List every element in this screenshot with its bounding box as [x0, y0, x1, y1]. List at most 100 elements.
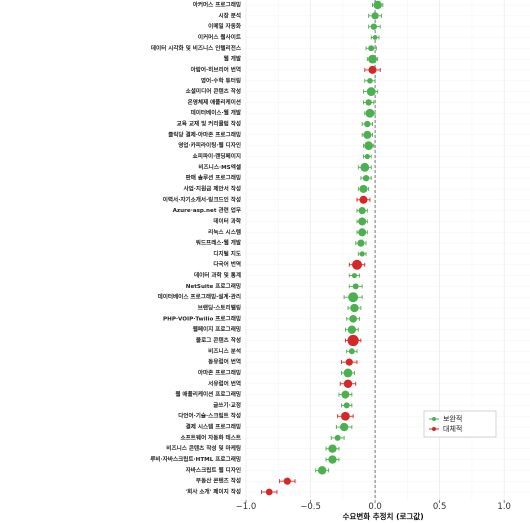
point-marker [349, 315, 357, 323]
x-axis-title: 수요변화 추정치 (로그값) [343, 511, 424, 521]
category-label: 교육 교재 및 커리큘럼 작성 [177, 120, 241, 128]
point-marker [362, 174, 370, 182]
data-point [360, 174, 372, 182]
data-point [341, 402, 353, 409]
data-point [363, 99, 375, 106]
legend-label: 대체적 [443, 424, 462, 433]
category-label: 영어·수학 튜터링 [201, 76, 241, 84]
category-label: 소프트웨어 자동화 테스트 [180, 433, 241, 441]
data-point [337, 411, 354, 421]
category-label: 이커머스 웹사이트 [198, 33, 241, 41]
point-marker [371, 12, 379, 20]
point-marker [368, 54, 377, 64]
data-point [347, 303, 362, 313]
x-tick-label: 0.5 [433, 502, 447, 512]
category-label: 비즈니스·MS엑셀 [198, 163, 241, 171]
category-label: 브랜딩·스토리텔링 [198, 304, 241, 312]
point-marker [366, 87, 376, 96]
category-label: Azure·asp.net 관련 업무 [173, 206, 241, 214]
data-point [348, 272, 361, 279]
data-point [361, 130, 373, 139]
data-point [363, 141, 375, 151]
point-marker [350, 303, 359, 313]
category-label: 루비·자바스크립트·HTML 프로그래밍 [150, 455, 241, 463]
point-marker [372, 35, 378, 40]
point-marker [343, 368, 353, 378]
category-label: 블로그 콘텐츠 작성 [196, 336, 241, 344]
category-label: 비즈니스 분석 [208, 347, 241, 355]
category-label: 쇼피파이·랜딩페이지 [193, 152, 241, 160]
point-marker [341, 411, 350, 421]
category-label: 아랍어·히브리어 번역 [191, 65, 241, 73]
category-label: 글쓰기·교정 [213, 401, 241, 409]
legend-label: 보완적 [443, 414, 462, 423]
point-marker [283, 477, 291, 485]
data-point [341, 358, 358, 366]
category-label: 다국어 번역 [213, 260, 241, 268]
data-point [261, 488, 278, 496]
data-point [330, 434, 345, 441]
data-point [356, 207, 368, 215]
point-marker [364, 153, 370, 160]
data-point [368, 23, 381, 30]
data-point [357, 184, 370, 193]
data-point [372, 0, 384, 10]
category-label: '회사 소개' 페이지 작성 [185, 488, 241, 496]
point-marker [328, 444, 337, 453]
data-point [370, 35, 380, 40]
category-label: PHP·VOIP·Twilio 프로그래밍 [163, 314, 241, 322]
data-point [364, 108, 376, 118]
point-marker [358, 228, 367, 237]
data-point [366, 54, 379, 64]
category-label: 아마존 프로그래밍 [198, 368, 241, 376]
point-marker [359, 195, 368, 204]
point-marker [348, 292, 359, 303]
legend-item: 보완적 [429, 414, 462, 423]
category-label: 결제 시스템 프로그래밍 [186, 423, 241, 431]
category-label: 데이터 시각화 및 비즈니스 인텔리전스 [151, 44, 241, 52]
category-label: 소셜미디어 콘텐츠 작성 [186, 87, 241, 95]
point-marker [352, 283, 359, 290]
category-label: 웹 애플리케이션 프로그래밍 [175, 390, 241, 398]
data-point [315, 466, 330, 475]
category-label: 동유럽어 번역 [208, 358, 241, 366]
point-marker [352, 259, 363, 270]
legend-marker [432, 427, 436, 431]
point-marker [317, 466, 327, 475]
data-point [361, 120, 373, 128]
data-point [343, 292, 363, 303]
category-label: 사업·지원금 제안서 작성 [184, 184, 241, 192]
data-points [261, 0, 384, 496]
data-point [348, 283, 363, 290]
data-point [346, 315, 361, 323]
category-label: 이메일 자동화 [208, 22, 242, 30]
point-marker [368, 65, 377, 74]
point-marker [367, 77, 373, 84]
x-tick-label: 0.0 [368, 502, 382, 512]
data-point [364, 77, 376, 84]
category-label: 다언어·기술·스크립트 작성 [178, 412, 241, 420]
category-label: 데이터베이스 프로그래밍·설계·관리 [158, 293, 241, 301]
data-point [356, 217, 368, 226]
category-label: 온영체제 애플리케이션 [188, 98, 241, 106]
data-point [325, 444, 340, 453]
category-label: 비즈니스 콘텐츠 작성 및 마케팅 [166, 444, 241, 452]
data-point [365, 45, 377, 52]
category-label: 아커머스 프로그래밍 [193, 1, 241, 9]
category-label: 데이터베이스·웹 개발 [191, 109, 242, 117]
legend-item: 대체적 [429, 424, 462, 433]
category-label: 데이터 과학 [213, 217, 242, 225]
data-point [368, 12, 382, 20]
data-point [363, 153, 372, 160]
point-marker [265, 488, 273, 496]
legend-marker [432, 417, 436, 421]
data-point [341, 368, 355, 378]
category-label: 웹페이지 프로그래밍 [193, 325, 241, 333]
point-marker [351, 272, 358, 279]
point-marker [368, 45, 375, 52]
category-label: 부동산 콘텐츠 작성 [196, 477, 241, 485]
data-point [364, 65, 381, 74]
